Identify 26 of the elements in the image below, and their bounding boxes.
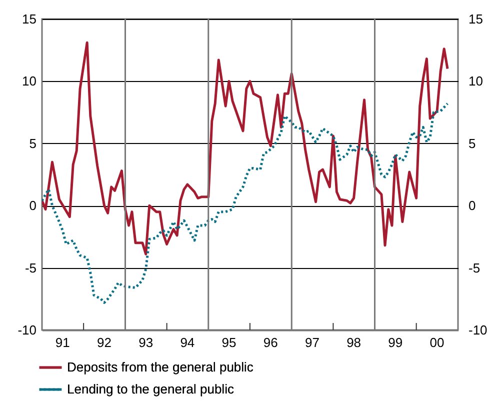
legend-label: Deposits from the general public xyxy=(67,360,254,374)
y2-tick-label: -5 xyxy=(468,260,480,276)
y2-tick-label: 15 xyxy=(468,12,483,26)
y2-tick-label: 0 xyxy=(468,198,476,214)
y-tick-label: -10 xyxy=(18,322,36,338)
line-series xyxy=(42,102,449,304)
line-series xyxy=(42,41,449,256)
y-tick-label: 0 xyxy=(29,198,36,214)
y-tick-label: 5 xyxy=(29,136,36,151)
x-tick-label: 96 xyxy=(263,335,278,350)
legend-label: Lending to the general public xyxy=(67,382,234,396)
x-tick-label: 92 xyxy=(97,335,112,350)
x-tick-label: 97 xyxy=(305,335,320,350)
y2-tick-label: 5 xyxy=(468,136,476,151)
y-tick-label: 15 xyxy=(22,12,36,26)
x-tick-label: 99 xyxy=(388,335,403,350)
y-tick-label: -5 xyxy=(24,260,36,276)
x-tick-label: 00 xyxy=(430,335,444,350)
x-tick-label: 95 xyxy=(222,335,236,350)
x-tick-label: 91 xyxy=(55,335,70,350)
x-tick-label: 98 xyxy=(346,335,362,350)
y-tick-label: 10 xyxy=(22,74,36,89)
y2-tick-label: -10 xyxy=(468,322,488,338)
x-tick-label: 93 xyxy=(138,335,154,350)
y2-tick-label: 10 xyxy=(468,74,483,89)
x-tick-label: 94 xyxy=(180,335,195,350)
